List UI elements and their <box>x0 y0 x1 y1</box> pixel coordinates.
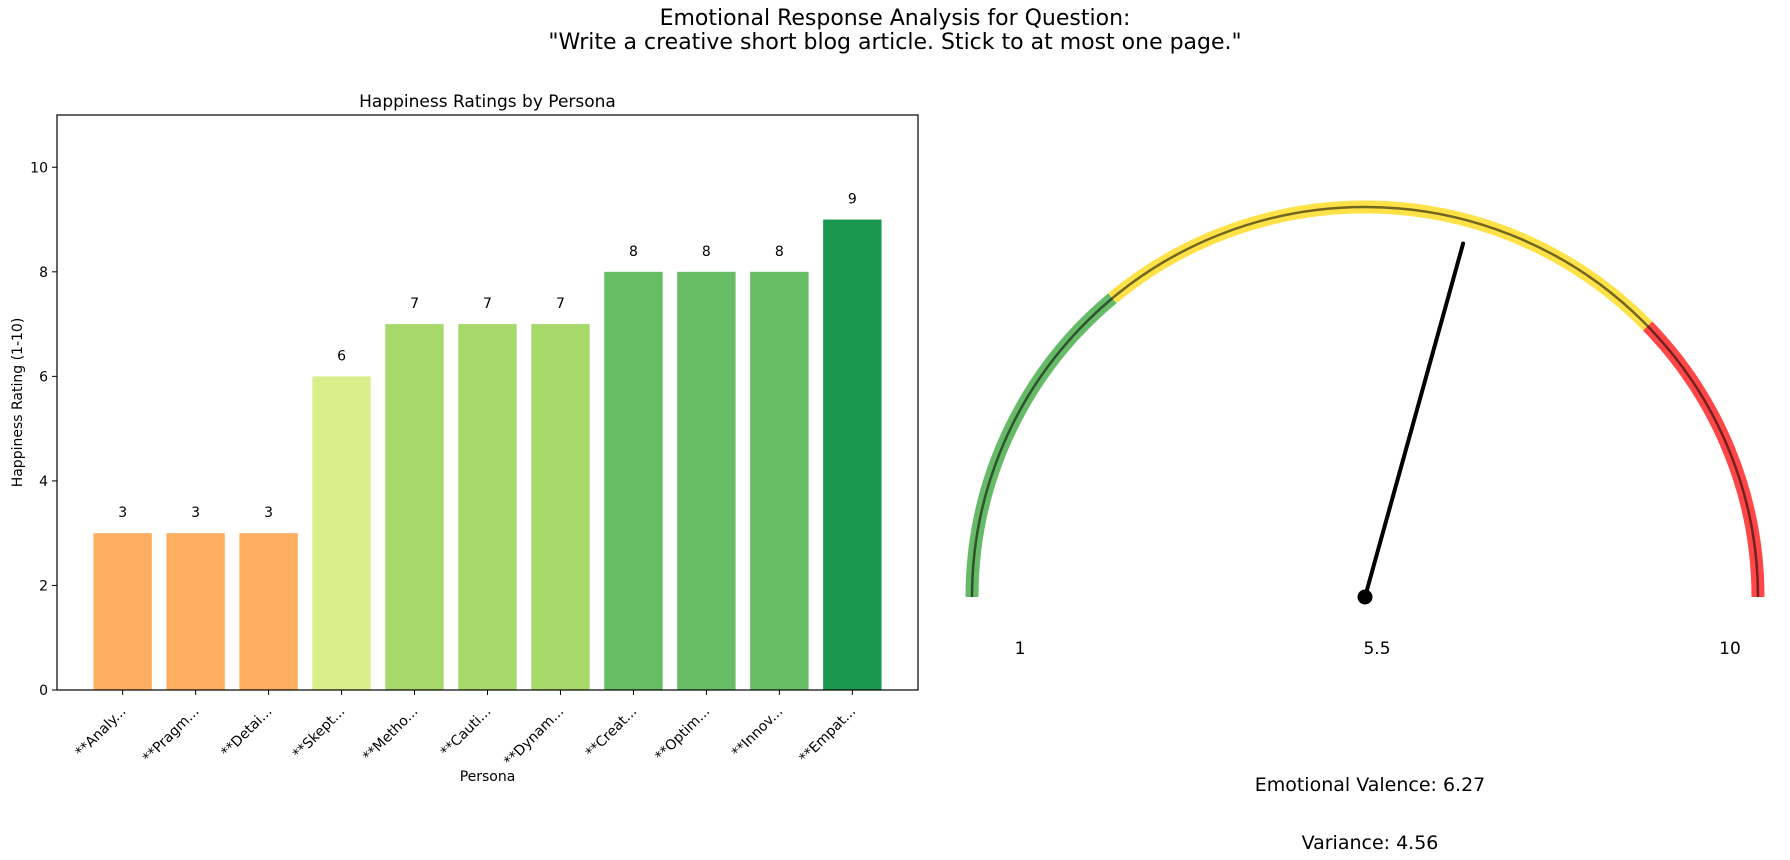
gauge-outline-arc <box>970 205 1760 598</box>
y-tick-label-4: 4 <box>39 474 48 490</box>
y-tick-label-6: 6 <box>39 369 48 385</box>
variance-text: Variance: 4.56 <box>1301 832 1439 854</box>
bar-7 <box>531 324 590 690</box>
y-tick-label-0: 0 <box>39 683 48 699</box>
bar-5 <box>385 324 444 690</box>
bar-4 <box>312 376 371 690</box>
bar-chart: Happiness Ratings by Persona 3 3 3 6 7 7 7 8 8 8 9 0… <box>10 92 919 785</box>
bar-2 <box>166 533 225 690</box>
gauge-band-3 <box>1643 321 1765 598</box>
gauge-tick-label-2: 5.5 <box>1363 639 1390 659</box>
bar-3 <box>239 533 298 690</box>
gauge-chart: 1 5.5 10 <box>965 200 1765 659</box>
bar-value-label-3: 3 <box>264 505 273 521</box>
x-tick-label-3: **Detai... <box>218 704 275 761</box>
bar-value-label-11: 9 <box>848 192 857 208</box>
gauge-band-1 <box>965 293 1117 598</box>
x-tick-label-1: **Analy... <box>73 704 130 761</box>
y-tick-label-10: 10 <box>30 160 48 176</box>
x-tick-label-7: **Dynam... <box>501 704 567 770</box>
bar-9 <box>677 271 736 690</box>
x-tick-label-8: **Creat... <box>583 704 640 761</box>
gauge-needle-hub <box>1357 589 1373 605</box>
gauge-tick-label-3: 10 <box>1719 639 1741 659</box>
bar-value-label-8: 8 <box>629 244 638 260</box>
bar-chart-title: Happiness Ratings by Persona <box>359 92 616 112</box>
x-tick-label-5: **Metho... <box>360 704 421 765</box>
bar-6 <box>458 324 517 690</box>
y-tick-label-2: 2 <box>39 578 48 594</box>
bar-value-label-4: 6 <box>337 348 346 364</box>
x-axis-label: Persona <box>460 769 516 785</box>
bar-value-label-2: 3 <box>191 505 200 521</box>
figure-title-line-1: Emotional Response Analysis for Question… <box>659 6 1131 31</box>
bar-11 <box>823 219 882 690</box>
bar-value-label-10: 8 <box>775 244 784 260</box>
x-tick-label-9: **Optim... <box>652 704 713 765</box>
y-axis-label: Happiness Rating (1-10) <box>10 318 26 488</box>
bar-value-label-6: 7 <box>483 296 492 312</box>
bar-value-label-1: 3 <box>118 505 127 521</box>
x-tick-label-4: **Skept... <box>290 704 349 763</box>
bar-1 <box>93 533 152 690</box>
x-tick-label-11: **Empat... <box>796 704 859 767</box>
x-tick-label-10: **Innov... <box>729 704 786 761</box>
x-tick-label-2: **Pragm... <box>140 704 203 767</box>
gauge-needle <box>1363 241 1466 599</box>
bar-10 <box>750 271 809 690</box>
gauge-band-2 <box>1108 200 1653 331</box>
emotional-valence-text: Emotional Valence: 6.27 <box>1254 774 1486 796</box>
bar-value-label-9: 8 <box>702 244 711 260</box>
y-tick-label-8: 8 <box>39 265 48 281</box>
bar-value-label-5: 7 <box>410 296 419 312</box>
bar-value-label-7: 7 <box>556 296 565 312</box>
x-tick-label-6: **Cauti... <box>438 704 495 761</box>
figure-title-line-2: "Write a creative short blog article. St… <box>548 30 1242 55</box>
bar-8 <box>604 271 663 690</box>
gauge-tick-label-1: 1 <box>1015 639 1026 659</box>
